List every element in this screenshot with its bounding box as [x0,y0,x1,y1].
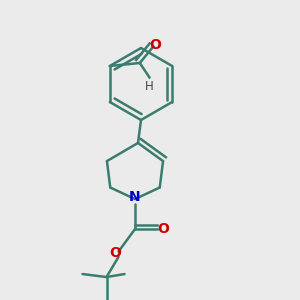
Text: H: H [145,80,154,93]
Text: O: O [157,222,169,236]
Text: N: N [129,190,141,204]
Text: O: O [149,38,161,52]
Text: O: O [109,246,121,260]
